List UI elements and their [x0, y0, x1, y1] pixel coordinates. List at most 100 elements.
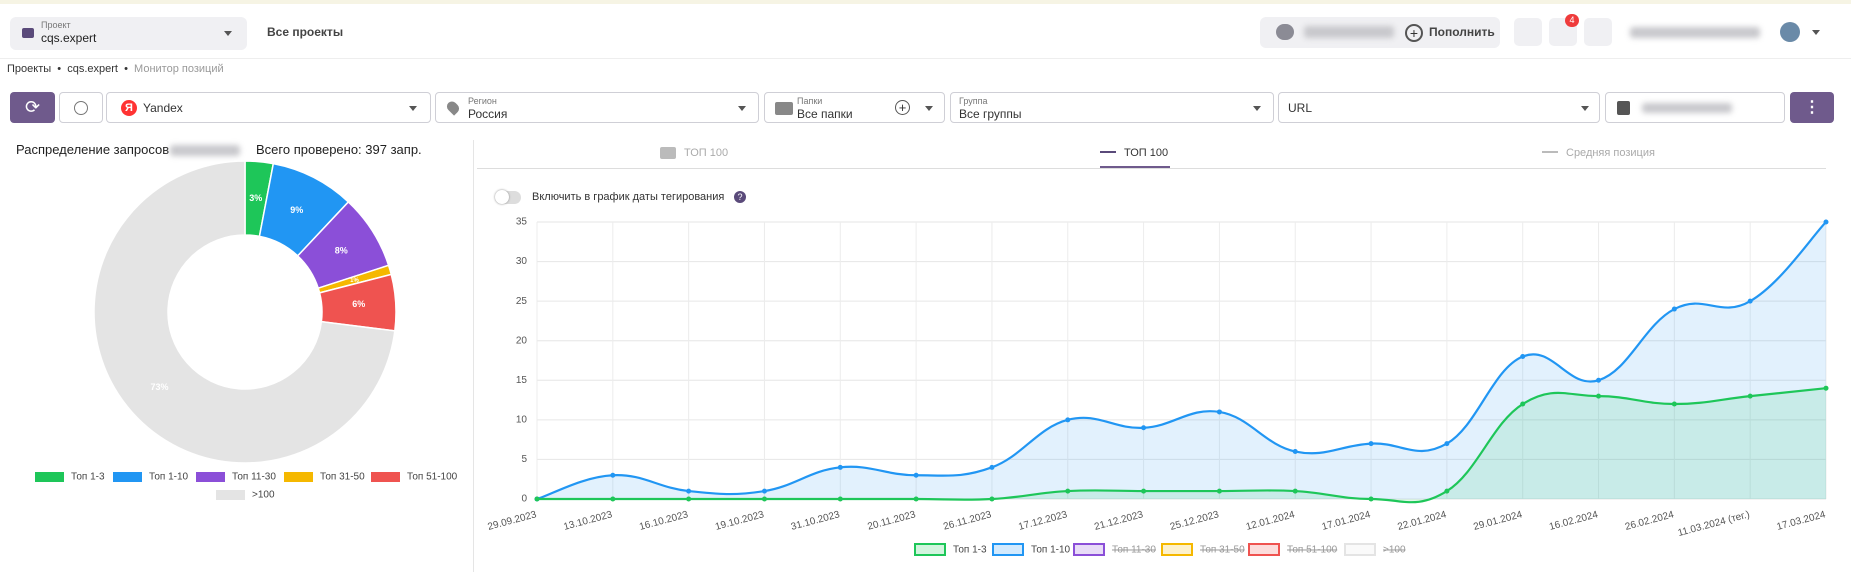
balance-box: + Пополнить — [1260, 17, 1500, 48]
menu-button[interactable]: ⋮ — [1790, 92, 1834, 123]
folders-select[interactable]: Папки Все папки + — [764, 92, 945, 123]
legend-swatch — [1344, 543, 1376, 556]
point — [1747, 393, 1753, 399]
region-select[interactable]: Регион Россия — [435, 92, 759, 123]
x-tick-label: 29.01.2024 — [1472, 509, 1524, 533]
point — [1671, 306, 1677, 312]
x-tick-label: 20.11.2023 — [866, 509, 917, 533]
point — [1823, 385, 1829, 391]
point — [1292, 449, 1298, 455]
x-tick-label: 17.01.2024 — [1321, 509, 1373, 533]
caret — [925, 106, 933, 111]
group-select[interactable]: Группа Все группы — [950, 92, 1274, 123]
x-tick-label: 26.11.2023 — [942, 509, 993, 533]
slice-label: 1% — [350, 278, 359, 284]
label: Папки — [797, 96, 823, 106]
slice-label: 9% — [290, 205, 303, 215]
mail-button[interactable] — [1584, 18, 1612, 46]
series-area — [537, 388, 1826, 503]
notification-badge: 4 — [1565, 14, 1579, 27]
point — [1596, 377, 1602, 383]
blurred-text — [1642, 103, 1732, 113]
legend-swatch — [914, 543, 946, 556]
value: Россия — [468, 107, 508, 121]
refresh-button[interactable]: ⟳ — [10, 92, 55, 123]
tab-underline — [1100, 166, 1170, 168]
icon: + — [1405, 24, 1423, 42]
value: Все папки — [797, 107, 853, 121]
point — [1368, 496, 1374, 502]
caret — [224, 31, 232, 36]
legend-swatch — [113, 472, 142, 482]
legend-label: Топ 51-100 — [407, 472, 458, 483]
tab-label: ТОП 100 — [1124, 147, 1169, 159]
tab[interactable]: ТОП 100 — [660, 147, 728, 160]
tabs-line — [477, 168, 1826, 169]
x-tick-label: 11.03.2024 (тег.) — [1677, 509, 1751, 539]
crumb[interactable]: cqs.expert — [67, 63, 118, 75]
x-tick-label: 19.10.2023 — [714, 509, 766, 533]
engine-select[interactable]: Я Yandex — [106, 92, 431, 123]
point — [761, 496, 767, 502]
x-tick-label: 26.02.2024 — [1624, 509, 1676, 533]
x-tick-label: 25.12.2023 — [1169, 509, 1221, 533]
point — [1520, 354, 1526, 360]
point — [1368, 441, 1374, 447]
y-tick-label: 15 — [516, 375, 528, 386]
legend-swatch — [284, 472, 313, 482]
legend-swatch — [371, 472, 400, 482]
crumb: Монитор позиций — [134, 63, 224, 75]
legend-swatch — [1248, 543, 1280, 556]
legend-label: Топ 11-30 — [1112, 545, 1156, 556]
avatar[interactable] — [1780, 22, 1800, 42]
top-up-button[interactable]: Пополнить — [1429, 25, 1495, 39]
point — [913, 496, 919, 502]
check-button[interactable] — [1514, 18, 1542, 46]
point — [989, 496, 995, 502]
tab-active[interactable]: ТОП 100 — [1100, 147, 1168, 159]
tab[interactable]: Средняя позиция — [1542, 147, 1655, 159]
add-folder-button[interactable]: + — [895, 100, 910, 115]
label: Регион — [468, 96, 497, 106]
caret — [409, 106, 417, 111]
legend-label: Топ 1-10 — [1031, 545, 1071, 556]
slice-label: 8% — [335, 245, 348, 255]
legend-swatch — [1161, 543, 1193, 556]
point — [1141, 488, 1147, 494]
point — [1747, 298, 1753, 304]
history-button[interactable] — [59, 92, 103, 123]
point — [686, 496, 692, 502]
caret — [1253, 106, 1261, 111]
y-tick-label: 30 — [516, 256, 528, 267]
x-tick-label: 21.12.2023 — [1093, 509, 1145, 533]
project-selector[interactable]: Проект cqs.expert — [10, 17, 247, 50]
help-icon[interactable]: ? — [734, 191, 746, 203]
point — [1444, 488, 1450, 494]
legend-label: >100 — [1383, 545, 1406, 556]
icon — [1617, 101, 1630, 115]
y-tick-label: 25 — [516, 296, 528, 307]
date-select[interactable] — [1605, 92, 1785, 123]
crumb[interactable]: Проекты — [7, 63, 52, 75]
breadcrumbs: Проекты • cqs.expert • Монитор позиций — [7, 63, 224, 75]
slice-label: 73% — [150, 382, 168, 392]
point — [913, 472, 919, 478]
series-area — [537, 222, 1826, 499]
all-projects-link[interactable]: Все проекты — [267, 25, 344, 39]
icon — [74, 101, 88, 115]
toggle[interactable] — [495, 190, 521, 204]
x-tick-label: 13.10.2023 — [562, 509, 614, 533]
label: Группа — [959, 96, 988, 106]
pie-subtitle: Всего проверено: 397 запр. — [256, 142, 422, 157]
point — [686, 488, 692, 494]
x-tick-label: 12.01.2024 — [1245, 509, 1297, 533]
url-select[interactable]: URL — [1278, 92, 1600, 123]
legend-label: Топ 1-3 — [71, 472, 105, 483]
value: cqs.expert — [41, 31, 97, 45]
pie-title: Распределение запросов — [16, 142, 170, 157]
y-tick-label: 5 — [521, 454, 527, 465]
legend-label: Топ 1-10 — [149, 472, 189, 483]
legend-label: Топ 31-50 — [320, 472, 365, 483]
point — [610, 472, 616, 478]
